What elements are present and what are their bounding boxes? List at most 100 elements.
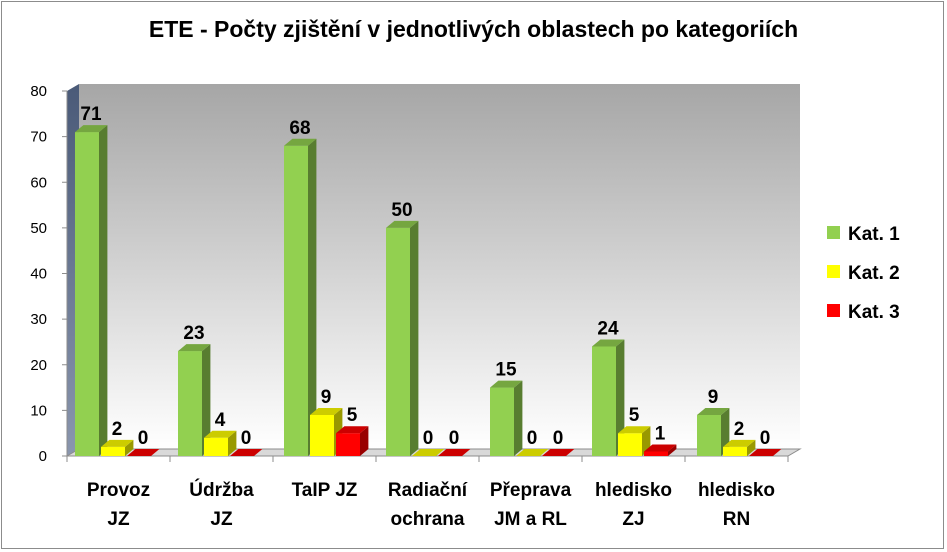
y-tick-label: 30 bbox=[30, 311, 47, 328]
bar-side bbox=[308, 138, 317, 456]
bar bbox=[386, 220, 419, 456]
bar-side bbox=[514, 380, 523, 456]
bar-top bbox=[75, 125, 108, 133]
plot-area bbox=[65, 84, 802, 457]
bar bbox=[178, 344, 211, 456]
bar-front bbox=[178, 351, 202, 456]
bar bbox=[749, 449, 782, 456]
chart-title: ETE - Počty zjištění v jednotlivých obla… bbox=[148, 16, 799, 42]
bar-top bbox=[101, 439, 134, 447]
data-label: 0 bbox=[760, 428, 771, 449]
bars bbox=[75, 125, 782, 456]
data-label: 0 bbox=[527, 428, 538, 449]
bar-front bbox=[284, 145, 308, 456]
bar-top bbox=[490, 380, 523, 388]
x-category-label: JM a RL bbox=[494, 509, 567, 530]
bar-top bbox=[310, 407, 343, 415]
bar bbox=[697, 407, 730, 456]
legend-label: Kat. 3 bbox=[848, 302, 900, 323]
legend-swatch bbox=[827, 265, 840, 278]
bar-top bbox=[284, 138, 317, 146]
bar-side bbox=[410, 220, 419, 456]
data-label: 0 bbox=[241, 428, 252, 449]
bar-side bbox=[747, 439, 756, 456]
bar-side bbox=[360, 426, 369, 456]
bar-front bbox=[75, 132, 99, 456]
bar-top bbox=[592, 339, 625, 347]
data-label: 0 bbox=[553, 428, 564, 449]
y-tick-label: 60 bbox=[30, 174, 47, 191]
y-tick-label: 70 bbox=[30, 129, 47, 146]
bar-front bbox=[618, 433, 642, 456]
x-category-label: ochrana bbox=[391, 509, 465, 530]
bar-top bbox=[336, 426, 369, 434]
legend: Kat. 1 Kat. 2 Kat. 3 bbox=[827, 224, 900, 323]
x-category-label: Údržba bbox=[189, 479, 254, 501]
data-label: 0 bbox=[449, 428, 460, 449]
y-tick-label: 20 bbox=[30, 357, 47, 374]
data-label: 24 bbox=[597, 319, 619, 340]
bar-side bbox=[99, 125, 108, 456]
bar-front bbox=[101, 446, 125, 456]
bar-side bbox=[616, 339, 625, 456]
data-label: 9 bbox=[321, 387, 332, 408]
data-label: 23 bbox=[183, 323, 204, 344]
bar bbox=[516, 449, 549, 456]
bar-side bbox=[668, 444, 677, 456]
bar-top bbox=[697, 407, 730, 415]
bar bbox=[101, 439, 134, 456]
bar-top bbox=[412, 449, 445, 456]
bar-top bbox=[644, 444, 677, 452]
bar-top bbox=[516, 449, 549, 456]
x-category-label: Přeprava bbox=[490, 480, 572, 501]
legend-item: Kat. 3 bbox=[827, 302, 900, 323]
bar bbox=[284, 138, 317, 456]
data-label: 68 bbox=[289, 118, 310, 139]
x-category-label: Radiační bbox=[388, 480, 468, 501]
data-label: 1 bbox=[655, 423, 666, 444]
x-category-label: Provoz bbox=[87, 480, 150, 501]
legend-item: Kat. 2 bbox=[827, 263, 900, 284]
legend-item: Kat. 1 bbox=[827, 224, 900, 245]
y-tick-label: 0 bbox=[39, 448, 47, 465]
y-tick-label: 40 bbox=[30, 266, 47, 283]
bar bbox=[230, 449, 263, 456]
bar-front bbox=[310, 414, 334, 456]
bar bbox=[204, 430, 237, 456]
bar-front bbox=[386, 227, 410, 456]
y-tick-label: 10 bbox=[30, 402, 47, 419]
data-label: 0 bbox=[138, 428, 149, 449]
y-tick-label: 50 bbox=[30, 220, 47, 237]
data-label: 2 bbox=[734, 419, 745, 440]
x-category-label: TaIP JZ bbox=[292, 480, 358, 501]
data-label: 5 bbox=[347, 405, 358, 426]
data-label: 5 bbox=[629, 405, 640, 426]
data-label: 9 bbox=[708, 387, 719, 408]
bar bbox=[723, 439, 756, 456]
bar-front bbox=[644, 451, 668, 456]
x-category-label: ZJ bbox=[622, 509, 644, 530]
x-category-label: JZ bbox=[107, 509, 130, 530]
bar-front bbox=[490, 387, 514, 456]
bar-top bbox=[542, 449, 575, 456]
data-label: 2 bbox=[112, 419, 123, 440]
bar bbox=[412, 449, 445, 456]
x-category-label: RN bbox=[723, 509, 750, 530]
x-category-label: hledisko bbox=[698, 480, 775, 501]
bar-top bbox=[723, 439, 756, 447]
x-category-label: hledisko bbox=[595, 480, 672, 501]
legend-label: Kat. 2 bbox=[848, 263, 900, 284]
bar-side bbox=[228, 430, 237, 456]
legend-label: Kat. 1 bbox=[848, 224, 900, 245]
bar-top bbox=[386, 220, 419, 228]
bar-top bbox=[438, 449, 471, 456]
legend-swatch bbox=[827, 304, 840, 317]
bar bbox=[592, 339, 625, 456]
bar-side bbox=[125, 439, 134, 456]
bar-front bbox=[697, 414, 721, 456]
data-label: 0 bbox=[423, 428, 434, 449]
bar bbox=[542, 449, 575, 456]
